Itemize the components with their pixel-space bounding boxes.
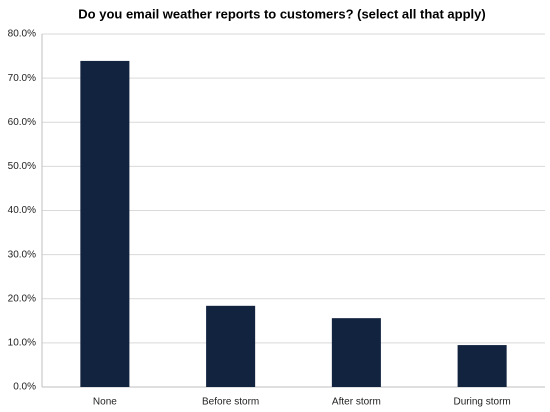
bar <box>331 318 381 387</box>
bar <box>206 305 256 387</box>
bar <box>457 345 507 387</box>
chart-title: Do you email weather reports to customer… <box>78 6 485 21</box>
y-tick-label: 10.0% <box>8 338 36 349</box>
x-tick-label: None <box>93 397 117 408</box>
x-tick-label: Before storm <box>202 397 259 408</box>
y-tick-label: 0.0% <box>13 382 36 393</box>
x-tick-label: During storm <box>454 397 511 408</box>
x-tick-label: After storm <box>332 397 381 408</box>
y-tick-label: 50.0% <box>8 161 36 172</box>
y-tick-label: 70.0% <box>8 73 36 84</box>
y-tick-label: 40.0% <box>8 205 36 216</box>
y-tick-label: 30.0% <box>8 249 36 260</box>
bar <box>80 60 130 387</box>
y-tick-label: 60.0% <box>8 117 36 128</box>
y-tick-label: 80.0% <box>8 29 36 40</box>
y-tick-label: 20.0% <box>8 293 36 304</box>
